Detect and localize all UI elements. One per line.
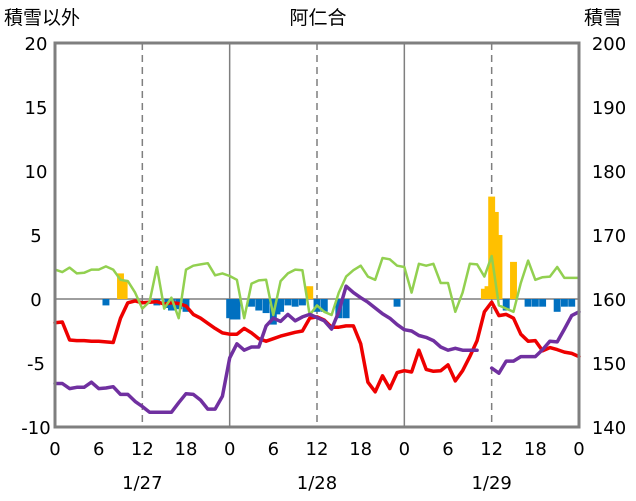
plot-frame <box>53 41 581 429</box>
x-tick-labels: 0 6 12 18 0 6 12 18 0 6 12 18 0 <box>49 439 584 460</box>
blue-bar <box>298 299 306 306</box>
blue-bar <box>273 299 281 315</box>
blue-bar <box>229 299 237 320</box>
axis-text: 積雪以外 阿仁合 積雪 <box>4 7 622 29</box>
orange-bar <box>484 286 492 299</box>
blue-bar <box>291 299 299 307</box>
blue-bar <box>524 299 532 307</box>
left-tick-label: 15 <box>25 98 48 119</box>
blue-bar <box>531 299 539 307</box>
left-tick-label: 0 <box>30 290 41 311</box>
orange-bar <box>495 235 503 299</box>
blue-bar <box>226 299 234 319</box>
purple-series-line <box>489 310 581 375</box>
right-tick-label: 170 <box>592 226 626 247</box>
left-tick-label: 20 <box>25 34 48 55</box>
blue-bar <box>553 299 561 312</box>
x-tick-label: 6 <box>93 439 104 460</box>
x-tick-label: 0 <box>224 439 235 460</box>
x-tick-label: 0 <box>399 439 410 460</box>
left-axis-label: 積雪以外 <box>4 7 80 29</box>
blue-bar <box>502 299 510 311</box>
line-series <box>53 254 581 415</box>
x-tick-label: 18 <box>524 439 547 460</box>
right-tick-label: 200 <box>592 34 626 55</box>
right-tick-labels: 140 150 160 170 180 190 200 <box>592 34 626 439</box>
x-tick-label: 12 <box>131 439 154 460</box>
left-tick-labels: -10 -5 0 5 10 15 20 <box>21 34 50 439</box>
x-tick-label: 18 <box>175 439 198 460</box>
orange-bar <box>480 288 488 299</box>
x-tick-label: 12 <box>306 439 329 460</box>
left-tick-label: -5 <box>27 354 45 375</box>
blue-bar <box>167 299 175 311</box>
blue-bar <box>284 299 292 306</box>
bar-series <box>102 196 576 325</box>
date-labels: 1/27 1/28 1/29 <box>122 473 512 494</box>
x-tick-label: 0 <box>573 439 584 460</box>
date-label: 1/28 <box>297 473 337 494</box>
date-label: 1/27 <box>122 473 162 494</box>
chart-title: 阿仁合 <box>289 7 346 29</box>
date-label: 1/29 <box>471 473 511 494</box>
blue-bar <box>102 299 110 306</box>
orange-bar <box>120 279 128 299</box>
blue-bar <box>568 299 576 307</box>
right-tick-label: 160 <box>592 290 626 311</box>
orange-bar <box>510 261 517 299</box>
right-tick-label: 180 <box>592 162 626 183</box>
right-axis-label: 積雪 <box>584 7 622 29</box>
orange-bar <box>117 273 124 299</box>
blue-bar <box>262 299 270 314</box>
x-tick-label: 6 <box>268 439 279 460</box>
x-tick-label: 6 <box>442 439 453 460</box>
blue-bar <box>248 299 255 307</box>
right-tick-label: 150 <box>592 354 626 375</box>
orange-bar <box>491 211 499 299</box>
left-tick-label: -10 <box>21 418 50 439</box>
blue-bar <box>233 299 241 320</box>
x-tick-label: 12 <box>480 439 503 460</box>
orange-bar <box>488 196 496 299</box>
blue-bar <box>255 299 263 311</box>
right-tick-label: 190 <box>592 98 626 119</box>
left-tick-label: 10 <box>25 162 48 183</box>
purple-series-line <box>53 284 479 415</box>
x-tick-label: 18 <box>349 439 372 460</box>
green-series-line <box>53 254 581 320</box>
x-tick-label: 0 <box>49 439 60 460</box>
blue-bar <box>320 299 328 312</box>
blue-bar <box>560 299 568 307</box>
blue-bar <box>342 299 350 319</box>
blue-bar <box>539 299 547 307</box>
left-tick-label: 5 <box>30 226 41 247</box>
blue-bar <box>393 299 401 307</box>
blue-bar <box>277 299 285 312</box>
right-tick-label: 140 <box>592 418 626 439</box>
orange-bar <box>306 286 314 299</box>
